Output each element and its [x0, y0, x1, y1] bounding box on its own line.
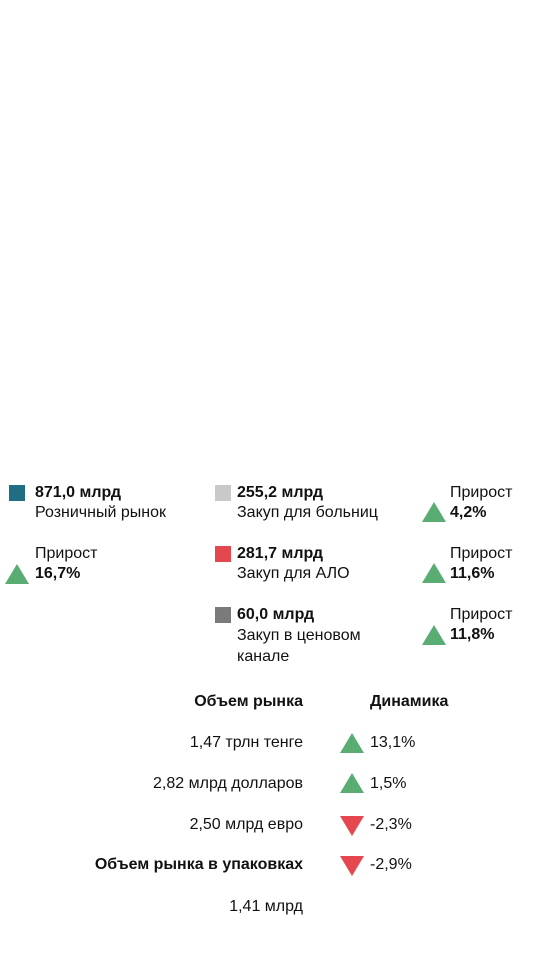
hospital-legend-swatch: [215, 485, 231, 501]
alo-value: 281,7 млрд: [237, 545, 324, 562]
market-row-dynamics: 1,5%: [370, 775, 407, 792]
alo-growth-up-icon: [422, 563, 446, 583]
market-row-volume: 1,47 трлн тенге: [189, 734, 303, 751]
hospital-growth-up-icon: [422, 502, 446, 522]
market-row-dynamics: -2,3%: [370, 816, 412, 833]
retail-value: 871,0 млрд: [35, 484, 122, 501]
retail-growth-value: 16,7%: [35, 565, 81, 582]
market-row-dynamics: 13,1%: [370, 734, 416, 751]
price-channel-growth-value: 11,8%: [450, 626, 495, 643]
market-packages-header: Объем рынка в упаковках: [94, 856, 303, 873]
alo-legend-swatch: [215, 546, 231, 562]
hospital-label: Закуп для больниц: [237, 504, 378, 521]
price-channel-label: Закуп в ценовом канале: [237, 627, 361, 665]
hospital-growth-label: Прирост: [450, 484, 513, 501]
market-packages-volume: 1,41 млрд: [229, 898, 303, 915]
alo-label: Закуп для АЛО: [237, 565, 350, 582]
market-dynamics-header: Динамика: [370, 693, 449, 710]
retail-growth-label: Прирост: [35, 545, 98, 562]
price-channel-growth-up-icon: [422, 625, 446, 645]
price-channel-value: 60,0 млрд: [237, 606, 315, 623]
market-packages-dynamics: -2,9%: [370, 856, 412, 873]
dynamics-down-icon: [340, 856, 364, 876]
hospital-growth-value: 4,2%: [450, 504, 487, 521]
market-row-volume: 2,82 млрд долларов: [153, 775, 303, 792]
retail-label: Розничный рынок: [35, 504, 166, 521]
dynamics-up-icon: [340, 773, 364, 793]
market-row-volume: 2,50 млрд евро: [189, 816, 303, 833]
price-channel-growth-label: Прирост: [450, 606, 513, 623]
market-volume-header: Объем рынка: [194, 693, 303, 710]
alo-growth-label: Прирост: [450, 545, 513, 562]
retail-growth-up-icon: [5, 564, 29, 584]
alo-growth-value: 11,6%: [450, 565, 495, 582]
dynamics-up-icon: [340, 733, 364, 753]
price-channel-legend-swatch: [215, 607, 231, 623]
dynamics-down-icon: [340, 816, 364, 836]
retail-legend-swatch: [9, 485, 25, 501]
hospital-value: 255,2 млрд: [237, 484, 324, 501]
